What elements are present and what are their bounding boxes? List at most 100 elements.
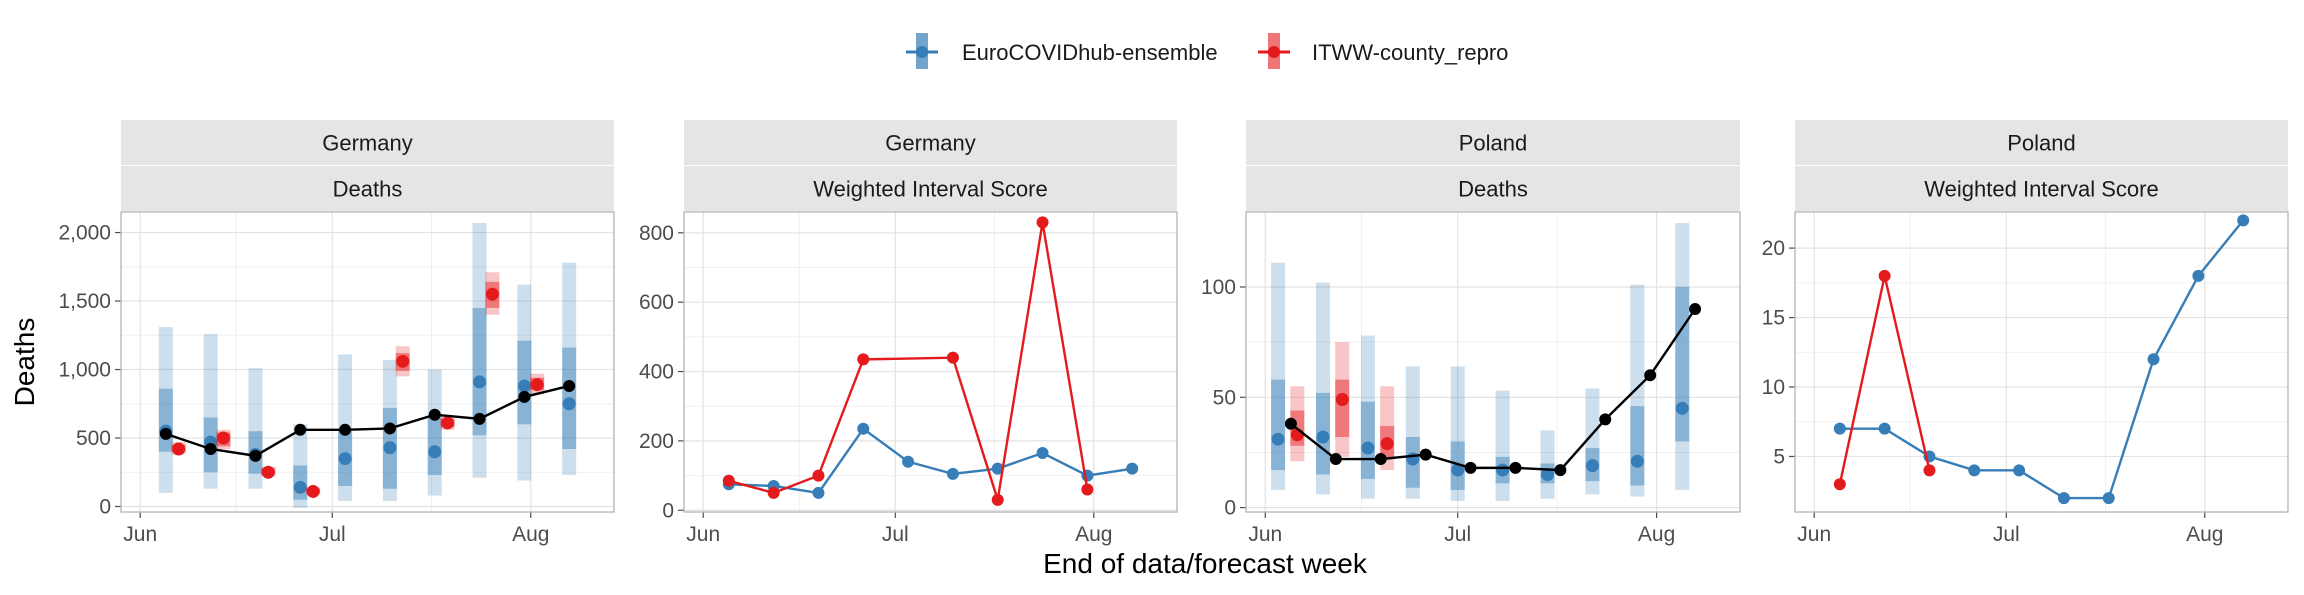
panel-3: Poland Deaths 0 50 100 Jun Jul Aug — [1201, 120, 1741, 546]
panel-2-strip-1-bg — [684, 120, 1177, 165]
panel-2-itww-county-repro-point-1 — [767, 486, 780, 499]
panel-2-itww-county-repro-point-0 — [722, 474, 735, 487]
panel-3-eurocovidhub-ensemble-outer-interval-3 — [1405, 366, 1420, 499]
panel-3-eurocovidhub-ensemble-inner-interval-2 — [1360, 401, 1375, 479]
panel-4-y-tick-label-1: 10 — [1762, 376, 1785, 399]
panel-2-eurocovidhub-ensemble-point-5 — [946, 467, 959, 480]
panel-2-itww-county-repro-point-6 — [1036, 216, 1049, 229]
panel-1-itww-county-repro-median-1 — [216, 431, 230, 445]
panel-2-x-tick-label-2: Aug — [1075, 523, 1112, 546]
panel-3-strip-2-bg — [1246, 166, 1740, 211]
panel-1-eurocovidhub-ensemble-inner-interval-7 — [472, 307, 487, 436]
panel-3-strip-1-label: Poland — [1459, 131, 1528, 156]
panel-2-x-tick-label-1: Jul — [882, 523, 909, 546]
panel-3-observed-point-4 — [1464, 461, 1477, 474]
panel-3-eurocovidhub-ensemble-inner-interval-9 — [1675, 287, 1690, 442]
panel-3-observed-point-1 — [1329, 453, 1342, 466]
panel-1-itww-county-repro-median-0 — [172, 442, 186, 456]
panel-1-itww-county-repro-median-5 — [396, 354, 410, 368]
panel-2-eurocovidhub-ensemble-point-4 — [902, 455, 915, 468]
legend-key-ensemble-point — [916, 46, 928, 58]
panel-2-strip-2-label: Weighted Interval Score — [813, 177, 1047, 202]
panel-1-eurocovidhub-ensemble-outer-interval-6 — [427, 369, 442, 496]
panel-2-y-tick-label-0: 0 — [662, 499, 674, 522]
panel-3-x-tick-label-0: Jun — [1248, 523, 1282, 546]
panel-4-strip-2-label: Weighted Interval Score — [1924, 177, 2158, 202]
panel-4-eurocovidhub-ensemble-point-4 — [2013, 464, 2026, 477]
panel-1-itww-county-repro-median-2 — [261, 465, 275, 479]
panel-3-eurocovidhub-ensemble-median-2 — [1361, 441, 1375, 455]
panel-1-strip-2-label: Deaths — [333, 177, 403, 202]
panel-1-observed-point-9 — [563, 379, 576, 392]
panel-4-y-tick-label-3: 20 — [1762, 237, 1785, 260]
panel-3-strip-1-bg — [1246, 120, 1740, 165]
panel-3-eurocovidhub-ensemble-outer-interval-5 — [1495, 390, 1510, 501]
panel-3-eurocovidhub-ensemble-median-6 — [1541, 468, 1555, 481]
panel-4-strip-2-bg — [1795, 166, 2288, 211]
panel-3-strip-2-label: Deaths — [1458, 177, 1528, 202]
panel-1-itww-county-repro-median-3 — [306, 484, 320, 498]
panel-2-itww-county-repro-point-5 — [991, 493, 1004, 506]
panel-1-y-tick-label-2: 1,000 — [58, 359, 111, 382]
panel-3-eurocovidhub-ensemble-median-5 — [1496, 463, 1510, 477]
panel-1-observed-point-7 — [473, 412, 486, 425]
panel-1-observed-point-8 — [518, 390, 531, 403]
panel-2-x-tick-label-0: Jun — [686, 523, 720, 546]
panel-1-strip-2-bg — [121, 166, 614, 211]
panel-3-eurocovidhub-ensemble-median-1 — [1316, 430, 1330, 444]
panel-1-itww-county-repro-median-8 — [530, 378, 544, 392]
panel-1-x-tick-label-0: Jun — [123, 523, 157, 546]
panel-1-eurocovidhub-ensemble-median-6 — [428, 445, 442, 459]
panel-3-x-tick-label-1: Jul — [1444, 523, 1471, 546]
panel-3-eurocovidhub-ensemble-outer-interval-0 — [1271, 262, 1286, 490]
panel-1-eurocovidhub-ensemble-median-7 — [473, 375, 487, 389]
panel-3-eurocovidhub-ensemble-median-8 — [1630, 454, 1644, 468]
legend-item-itww: ITWW-county_repro — [1258, 33, 1508, 69]
panel-1-itww-county-repro-median-7 — [485, 287, 499, 301]
panel-1-observed-point-4 — [339, 423, 352, 436]
panel-1-y-tick-label-4: 2,000 — [58, 222, 111, 245]
panel-3-y-tick-label-2: 100 — [1201, 276, 1236, 299]
panel-1: Germany Deaths 0 500 1,000 1,500 2,000 Jun Jul Au… — [58, 120, 615, 546]
panel-3-border — [1245, 211, 1741, 513]
panel-2-eurocovidhub-ensemble-point-3 — [857, 422, 870, 435]
panel-4-itww-county-repro-point-1 — [1878, 269, 1891, 282]
panel-4-eurocovidhub-ensemble-line — [1839, 219, 2245, 500]
panel-4: Poland Weighted Interval Score 5 10 15 20 Jun J… — [1762, 120, 2289, 546]
panel-2-eurocovidhub-ensemble-point-2 — [812, 486, 825, 499]
panel-3-eurocovidhub-ensemble-median-0 — [1271, 432, 1285, 446]
panel-4-x-tick-label-0: Jun — [1797, 523, 1831, 546]
panel-3-itww-county-repro-median-1 — [1335, 393, 1349, 406]
panel-3-eurocovidhub-ensemble-median-9 — [1675, 401, 1689, 415]
panel-1-y-tick-label-0: 0 — [99, 496, 111, 519]
panel-2-itww-county-repro-point-3 — [857, 353, 870, 366]
panel-1-observed-point-0 — [159, 427, 172, 440]
panel-1-y-tick-label-3: 1,500 — [58, 290, 111, 313]
panel-3-eurocovidhub-ensemble-median-4 — [1451, 463, 1465, 477]
panel-3-x-tick-label-2: Aug — [1638, 523, 1675, 546]
panel-3-eurocovidhub-ensemble-outer-interval-6 — [1540, 430, 1555, 499]
y-axis-title: Deaths — [9, 318, 40, 407]
panel-2-strip-2-bg — [684, 166, 1177, 211]
panel-3-eurocovidhub-ensemble-inner-interval-8 — [1630, 406, 1645, 486]
panel-1-eurocovidhub-ensemble-inner-interval-0 — [158, 388, 173, 452]
panel-4-x-tick-label-2: Aug — [2186, 523, 2223, 546]
panel-2-itww-county-repro-point-4 — [946, 351, 959, 364]
legend: EuroCOVIDhub-ensemble ITWW-county_repro — [906, 33, 1508, 69]
panel-3-observed-point-0 — [1284, 417, 1297, 430]
panel-2-eurocovidhub-ensemble-line — [728, 427, 1133, 495]
panel-1-border — [120, 211, 615, 513]
panel-4-itww-county-repro-point-0 — [1833, 478, 1846, 491]
panel-1-observed-point-2 — [249, 449, 262, 462]
panel-3-observed-point-2 — [1374, 453, 1387, 466]
panel-3-itww-county-repro-outer-interval-2 — [1380, 386, 1395, 471]
panel-4-itww-county-repro-line — [1838, 275, 1931, 485]
legend-key-itww-point — [1268, 46, 1280, 58]
panel-4-eurocovidhub-ensemble-point-7 — [2147, 353, 2160, 366]
panel-3-y-tick-label-1: 50 — [1213, 386, 1236, 409]
panel-2-eurocovidhub-ensemble-point-7 — [1036, 447, 1049, 460]
panel-4-eurocovidhub-ensemble-point-3 — [1968, 464, 1981, 477]
panel-4-eurocovidhub-ensemble-point-1 — [1878, 422, 1891, 435]
